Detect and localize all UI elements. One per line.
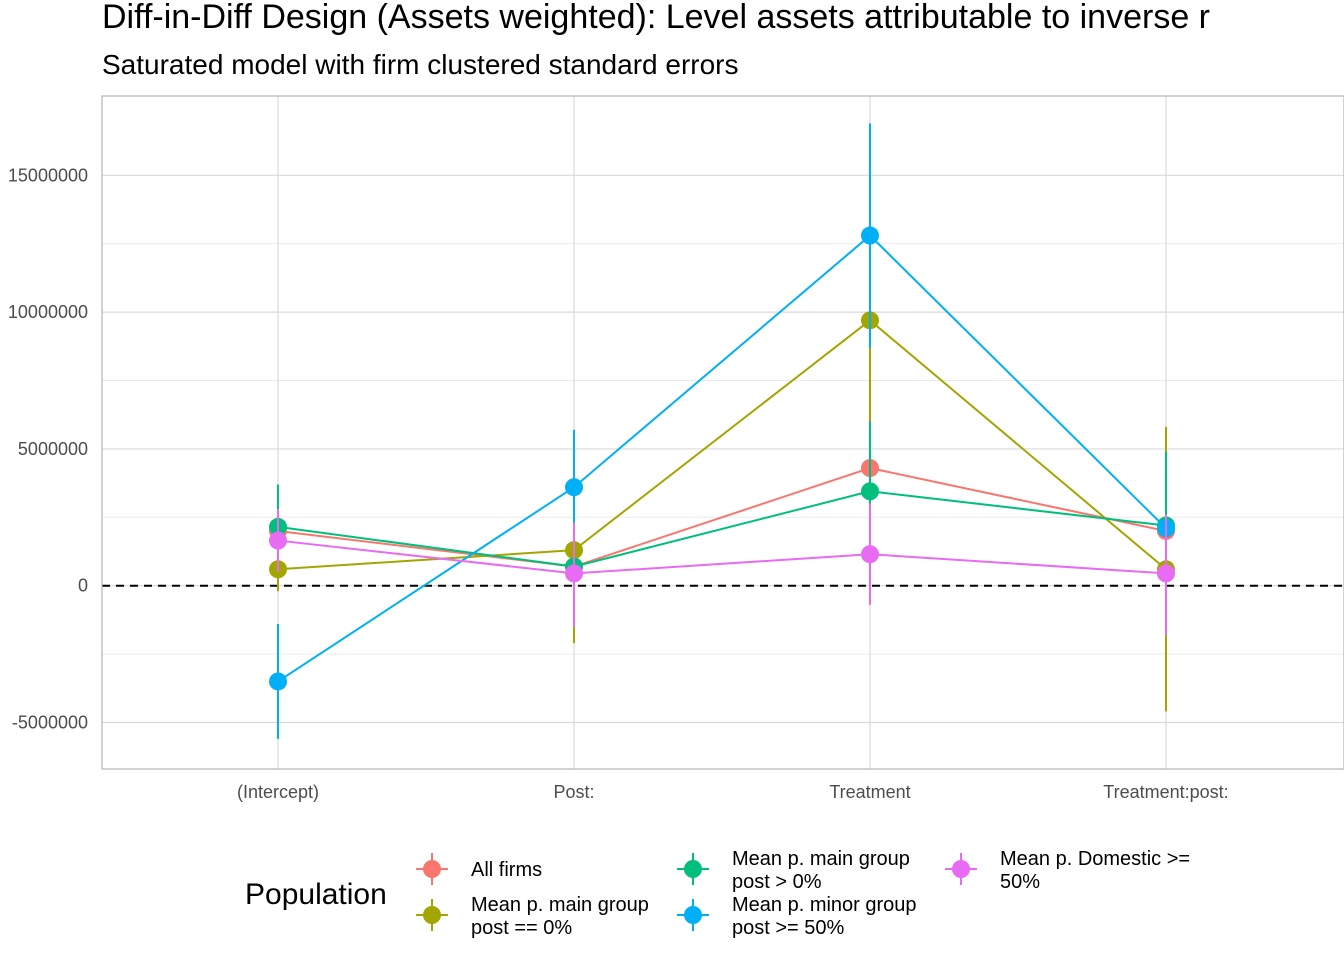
series-line <box>277 234 1167 683</box>
series-line <box>277 319 1167 571</box>
legend-item: Mean p. main group post == 0% <box>416 894 649 939</box>
chart-subtitle: Saturated model with firm clustered stan… <box>102 49 739 80</box>
legend-title: Population <box>245 878 387 911</box>
x-axis: (Intercept) Post: Treatment Treatment:post: <box>237 782 1229 802</box>
legend-key-point <box>684 906 702 924</box>
data-point <box>861 226 879 245</box>
x-tick-label: Treatment <box>829 782 910 802</box>
legend-key-point <box>952 860 970 878</box>
data-point <box>861 545 879 564</box>
data-point <box>269 672 287 691</box>
legend-label-line: post == 0% <box>471 917 572 939</box>
series-3 <box>269 421 1175 600</box>
legend-label-line: post > 0% <box>732 871 822 893</box>
legend-label-line: Mean p. main group <box>732 848 910 870</box>
legend-item: Mean p. minor group post >= 50% <box>677 894 917 939</box>
y-tick-label: -5000000 <box>12 712 88 732</box>
y-tick-label: 5000000 <box>18 439 88 459</box>
legend-label-line: post >= 50% <box>732 917 845 939</box>
legend-label: All firms <box>471 859 542 881</box>
series-line <box>277 539 1167 575</box>
x-tick-label: (Intercept) <box>237 782 319 802</box>
series-layer <box>269 123 1175 739</box>
data-point <box>861 482 879 501</box>
legend-label-line: Mean p. main group <box>471 894 649 916</box>
legend-key-point <box>423 860 441 878</box>
series-line <box>277 490 1167 568</box>
legend-label: Mean p. main group post > 0% <box>732 848 910 893</box>
x-tick-label: Treatment:post: <box>1103 782 1228 802</box>
legend-label: Mean p. Domestic >= 50% <box>1000 848 1190 893</box>
y-axis: -5000000 0 5000000 10000000 15000000 <box>8 165 88 732</box>
data-point <box>1157 564 1175 583</box>
legend-label: Mean p. minor group post >= 50% <box>732 894 917 939</box>
legend-item: All firms <box>416 853 542 885</box>
legend-label-line: All firms <box>471 859 542 881</box>
data-point <box>565 564 583 583</box>
series-line <box>277 467 1167 568</box>
grid-major <box>102 96 1344 769</box>
x-tick-label: Post: <box>553 782 594 802</box>
series-2 <box>269 219 1175 712</box>
series-4 <box>269 123 1175 739</box>
legend-label-line: Mean p. Domestic >= <box>1000 848 1190 870</box>
data-point <box>269 531 287 550</box>
legend-label: Mean p. main group post == 0% <box>471 894 649 939</box>
legend-key-point <box>684 860 702 878</box>
data-point <box>565 478 583 497</box>
y-tick-label: 0 <box>78 576 88 596</box>
legend-label-line: 50% <box>1000 871 1040 893</box>
series-5 <box>269 503 1175 635</box>
legend-key-point <box>423 906 441 924</box>
chart-title: Diff-in-Diff Design (Assets weighted): L… <box>102 0 1210 36</box>
panel-border <box>101 95 1344 770</box>
legend-item: Mean p. main group post > 0% <box>677 848 910 893</box>
y-tick-label: 15000000 <box>8 165 88 185</box>
y-tick-label: 10000000 <box>8 302 88 322</box>
legend-item: Mean p. Domestic >= 50% <box>945 848 1190 893</box>
legend-label-line: Mean p. minor group <box>732 894 917 916</box>
grid-minor <box>102 243 1344 655</box>
